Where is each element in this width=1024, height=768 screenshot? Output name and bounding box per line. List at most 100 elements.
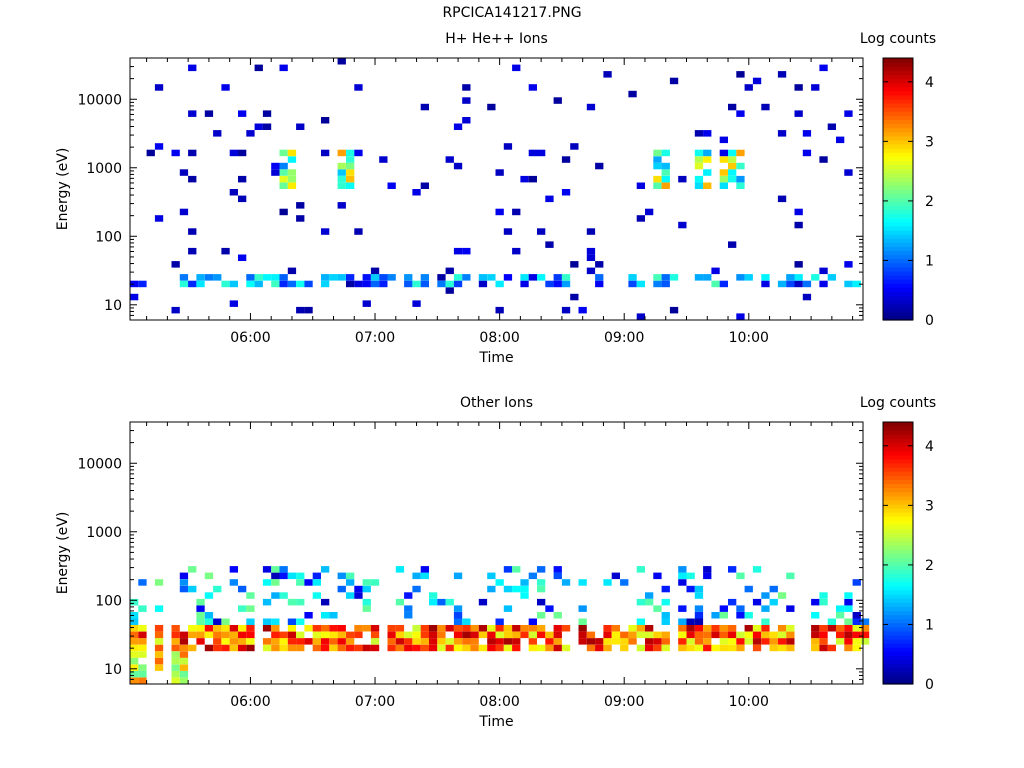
heatmap-cell [761,618,770,625]
y-tick-label: 1000 [86,161,122,177]
colorbar-tick-label: 3 [925,498,934,514]
heatmap-cell [138,579,147,586]
colorbar-step [883,58,913,63]
heatmap-cell [728,566,737,573]
heatmap-cell [819,64,828,72]
heatmap-cell [362,579,371,586]
heatmap-cell [130,664,139,671]
heatmap-cell [346,572,355,580]
x-tick-label: 09:00 [604,330,644,346]
heatmap-cell [412,189,421,196]
heatmap-cell [860,638,870,645]
colorbar-step [883,507,913,513]
heatmap-cell [719,280,728,288]
heatmap-cell [179,274,189,281]
colorbar-step [883,557,913,562]
heatmap-cell [370,644,380,652]
heatmap-cell [229,625,238,632]
colorbar-step [883,520,913,525]
heatmap-cell [395,631,405,639]
heatmap-cell [611,625,620,632]
colorbar-step [883,634,913,640]
heatmap-cell [188,585,197,593]
heatmap-cell [561,274,571,281]
heatmap-cell [171,677,180,684]
heatmap-cell [154,215,164,222]
plot-frame [129,421,864,685]
heatmap-cell [221,247,230,255]
heatmap-cell [420,182,429,189]
heatmap-cell [752,625,762,632]
heatmap-cell [620,631,629,639]
heatmap-cell [636,618,645,625]
heatmap-cell [761,280,770,288]
heatmap-cell [736,638,745,645]
heatmap-cell [188,625,197,632]
heatmap-cell [520,592,529,599]
heatmap-cell [213,618,222,625]
heatmap-cell [362,625,371,632]
heatmap-cell [678,221,687,229]
heatmap-cell [545,280,554,288]
heatmap-cell [213,631,222,639]
colorbar-step [883,111,913,116]
heatmap-cell [337,162,346,170]
heatmap-cell [786,274,795,281]
heatmap-cell [138,664,147,671]
heatmap-cell [503,625,513,632]
heatmap-cell [661,631,670,639]
heatmap-cell [686,625,695,632]
heatmap-cell [694,605,704,612]
heatmap-cell [130,651,139,658]
heatmap-cell [728,638,737,645]
heatmap-cell [254,64,263,72]
heatmap-cell [503,228,513,235]
heatmap-cell [412,638,421,645]
heatmap-cell [138,280,147,288]
heatmap-cell [703,566,712,573]
colorbar-step [883,512,913,517]
heatmap-cell [545,241,554,248]
colorbar-step [883,565,913,570]
heatmap-cell [653,280,662,288]
colorbar-step [883,193,913,198]
colorbar-step [883,475,913,480]
heatmap-cell [287,572,297,580]
heatmap-cell [287,280,297,288]
heatmap-cell [238,644,247,652]
heatmap-cell [346,579,355,586]
colorbar-step [883,593,913,599]
heatmap-cell [711,280,720,288]
heatmap-cell [512,247,521,255]
heatmap-cell [196,625,205,632]
heatmap-cell [287,625,297,632]
heatmap-cell [271,592,280,599]
heatmap-cell [179,657,189,665]
heatmap-cell [819,156,828,163]
heatmap-cell [703,638,712,645]
heatmap-cell [561,306,571,314]
heatmap-cell [296,579,305,586]
colorbar-step [883,184,913,190]
heatmap-cell [478,274,488,281]
heatmap-cell [728,156,737,163]
heatmap-cell [528,149,537,157]
heatmap-cell [719,156,728,163]
heatmap-cell [836,638,845,645]
colorbar-step [883,643,913,648]
heatmap-cell [794,274,803,281]
heatmap-cell [312,631,321,639]
heatmap-cell [769,638,778,645]
heatmap-cell [229,300,238,307]
heatmap-cell [561,280,571,288]
heatmap-cell [154,143,164,150]
heatmap-cell [844,598,853,606]
heatmap-cell [761,625,770,632]
heatmap-cell [811,274,820,281]
heatmap-cell [462,117,471,124]
heatmap-cell [404,638,413,645]
heatmap-cell [694,631,704,639]
colorbar-step [883,131,913,137]
heatmap-cell [462,274,471,281]
